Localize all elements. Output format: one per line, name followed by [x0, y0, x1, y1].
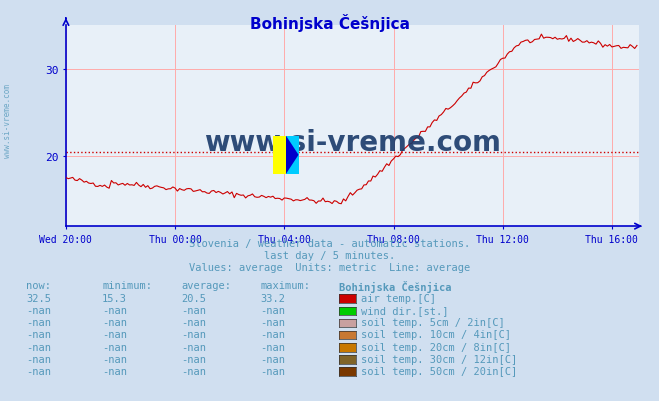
Text: Bohinjska Češnjica: Bohinjska Češnjica [339, 281, 452, 293]
Text: soil temp. 10cm / 4in[C]: soil temp. 10cm / 4in[C] [361, 330, 511, 340]
Polygon shape [286, 136, 299, 174]
Text: -nan: -nan [102, 318, 127, 328]
Text: -nan: -nan [26, 330, 51, 340]
Text: -nan: -nan [102, 306, 127, 316]
Text: -nan: -nan [181, 318, 206, 328]
Text: -nan: -nan [260, 306, 285, 316]
Text: soil temp. 5cm / 2in[C]: soil temp. 5cm / 2in[C] [361, 318, 505, 328]
Text: -nan: -nan [181, 354, 206, 364]
Text: -nan: -nan [26, 354, 51, 364]
Polygon shape [286, 136, 299, 174]
Text: air temp.[C]: air temp.[C] [361, 294, 436, 304]
Text: www.si-vreme.com: www.si-vreme.com [204, 128, 501, 156]
Text: 33.2: 33.2 [260, 294, 285, 304]
Text: -nan: -nan [181, 366, 206, 376]
Text: last day / 5 minutes.: last day / 5 minutes. [264, 251, 395, 261]
Text: 32.5: 32.5 [26, 294, 51, 304]
Text: minimum:: minimum: [102, 281, 152, 291]
Text: average:: average: [181, 281, 231, 291]
Text: -nan: -nan [26, 306, 51, 316]
Text: www.si-vreme.com: www.si-vreme.com [3, 83, 13, 157]
Text: 15.3: 15.3 [102, 294, 127, 304]
Text: -nan: -nan [181, 342, 206, 352]
Text: Bohinjska Češnjica: Bohinjska Češnjica [250, 14, 409, 32]
Text: -nan: -nan [260, 366, 285, 376]
Text: -nan: -nan [181, 330, 206, 340]
Text: Values: average  Units: metric  Line: average: Values: average Units: metric Line: aver… [189, 263, 470, 273]
Text: -nan: -nan [102, 354, 127, 364]
Text: wind dir.[st.]: wind dir.[st.] [361, 306, 449, 316]
Text: now:: now: [26, 281, 51, 291]
Text: soil temp. 50cm / 20in[C]: soil temp. 50cm / 20in[C] [361, 366, 517, 376]
Text: -nan: -nan [260, 354, 285, 364]
Text: soil temp. 30cm / 12in[C]: soil temp. 30cm / 12in[C] [361, 354, 517, 364]
Text: maximum:: maximum: [260, 281, 310, 291]
Text: -nan: -nan [260, 342, 285, 352]
Text: -nan: -nan [26, 342, 51, 352]
Text: -nan: -nan [102, 366, 127, 376]
Text: -nan: -nan [181, 306, 206, 316]
Text: soil temp. 20cm / 8in[C]: soil temp. 20cm / 8in[C] [361, 342, 511, 352]
Text: 20.5: 20.5 [181, 294, 206, 304]
Text: -nan: -nan [26, 318, 51, 328]
Text: -nan: -nan [26, 366, 51, 376]
Text: -nan: -nan [102, 342, 127, 352]
Text: -nan: -nan [260, 330, 285, 340]
Text: -nan: -nan [102, 330, 127, 340]
Text: Slovenia / weather data - automatic stations.: Slovenia / weather data - automatic stat… [189, 239, 470, 249]
Text: -nan: -nan [260, 318, 285, 328]
